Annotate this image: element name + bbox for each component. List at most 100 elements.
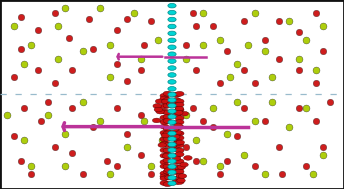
Circle shape <box>168 80 176 84</box>
Point <box>183 44 189 47</box>
Point <box>190 12 195 15</box>
Circle shape <box>163 182 172 187</box>
Point <box>52 82 58 85</box>
Point <box>183 146 189 149</box>
Point <box>200 44 206 47</box>
Circle shape <box>163 119 172 123</box>
Point <box>235 135 240 138</box>
Point <box>56 25 61 28</box>
Point <box>286 125 292 128</box>
Point <box>18 48 23 51</box>
Circle shape <box>172 164 181 169</box>
Circle shape <box>163 98 172 102</box>
Point <box>114 29 120 32</box>
Circle shape <box>164 168 173 172</box>
Circle shape <box>175 143 184 148</box>
Point <box>252 119 257 122</box>
Point <box>252 82 257 85</box>
Point <box>90 48 96 51</box>
Circle shape <box>178 174 187 178</box>
Point <box>87 17 92 20</box>
Circle shape <box>170 127 179 132</box>
Circle shape <box>163 103 172 108</box>
Point <box>149 172 154 175</box>
Circle shape <box>160 171 169 176</box>
Point <box>211 125 216 128</box>
Point <box>138 114 144 117</box>
Circle shape <box>175 166 184 171</box>
Circle shape <box>160 153 169 158</box>
Circle shape <box>172 113 181 118</box>
Point <box>142 44 147 47</box>
Circle shape <box>160 164 169 169</box>
Circle shape <box>168 98 176 102</box>
Point <box>56 57 61 60</box>
Circle shape <box>174 130 182 135</box>
Circle shape <box>168 24 176 29</box>
Point <box>80 172 85 175</box>
Point <box>217 172 223 175</box>
Circle shape <box>174 108 183 112</box>
Point <box>107 76 113 79</box>
Circle shape <box>172 121 181 125</box>
Circle shape <box>175 91 184 96</box>
Circle shape <box>172 159 181 164</box>
Circle shape <box>175 108 184 112</box>
Circle shape <box>152 118 161 123</box>
Point <box>327 101 333 104</box>
Circle shape <box>172 180 181 184</box>
Circle shape <box>161 99 170 104</box>
Circle shape <box>161 133 170 138</box>
Circle shape <box>163 158 172 163</box>
Circle shape <box>163 136 172 141</box>
Point <box>80 50 85 53</box>
Point <box>18 15 23 19</box>
Circle shape <box>160 176 169 181</box>
Point <box>114 63 120 66</box>
Point <box>63 6 68 9</box>
Circle shape <box>162 153 171 158</box>
Point <box>269 101 275 104</box>
Point <box>149 19 154 22</box>
Point <box>69 152 75 155</box>
Circle shape <box>175 125 184 129</box>
Circle shape <box>160 104 169 109</box>
Point <box>241 68 247 71</box>
Point <box>183 114 189 117</box>
Circle shape <box>175 159 184 164</box>
Point <box>28 172 34 175</box>
Point <box>52 12 58 15</box>
Circle shape <box>163 114 172 119</box>
Point <box>228 76 233 79</box>
Circle shape <box>172 103 181 108</box>
Point <box>66 36 72 39</box>
Point <box>190 106 195 109</box>
Point <box>193 68 199 71</box>
Point <box>138 153 144 156</box>
Circle shape <box>172 98 181 102</box>
Circle shape <box>172 125 181 130</box>
Circle shape <box>168 66 176 70</box>
Circle shape <box>168 73 176 77</box>
Circle shape <box>174 123 182 128</box>
Circle shape <box>160 160 169 165</box>
Point <box>21 106 27 109</box>
Point <box>286 19 292 22</box>
Point <box>193 25 199 28</box>
Circle shape <box>154 107 163 112</box>
Circle shape <box>175 110 183 115</box>
Point <box>200 119 206 122</box>
Point <box>217 82 223 85</box>
Point <box>104 159 109 162</box>
Circle shape <box>172 153 181 158</box>
Circle shape <box>168 143 177 148</box>
Point <box>155 38 161 41</box>
Circle shape <box>174 140 183 144</box>
Circle shape <box>175 106 184 111</box>
Point <box>125 80 130 83</box>
Point <box>314 12 319 15</box>
Circle shape <box>167 167 176 172</box>
Circle shape <box>168 52 176 57</box>
Circle shape <box>180 162 188 167</box>
Circle shape <box>172 177 181 182</box>
